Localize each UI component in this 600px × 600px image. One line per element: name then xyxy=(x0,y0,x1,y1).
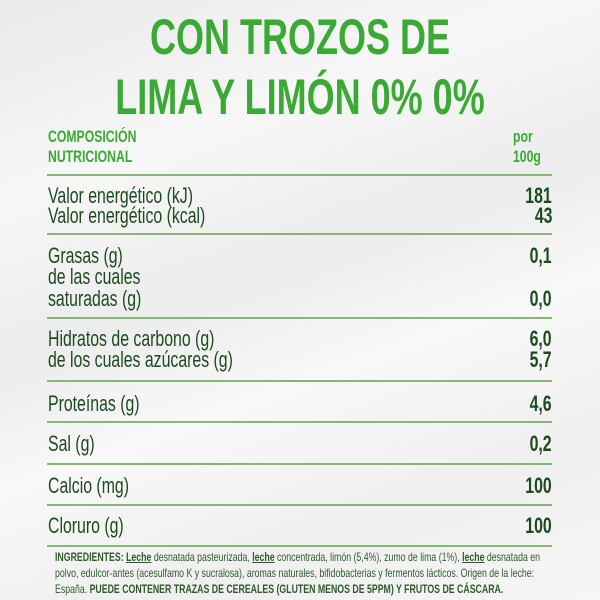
row-label-energy-kj: Valor energético (kJ) xyxy=(48,183,193,208)
row-label-fat: Grasas (g) xyxy=(48,243,123,268)
row-value-fat: 0,1 xyxy=(529,243,552,268)
row-label-calcium: Calcio (mg) xyxy=(48,473,129,498)
row-value-saturated: 0,0 xyxy=(529,286,552,311)
allergen-warning: PUEDE CONTENER TRAZAS DE CEREALES (GLUTE… xyxy=(89,582,504,596)
row-label-sugars: de los cuales azúcares (g) xyxy=(48,347,233,372)
row-label-chloride: Cloruro (g) xyxy=(48,513,124,538)
row-value-calcium: 100 xyxy=(525,473,552,498)
row-value-protein: 4,6 xyxy=(529,391,552,416)
divider xyxy=(47,233,552,235)
divider xyxy=(47,545,552,547)
divider xyxy=(47,174,552,176)
row-value-chloride: 100 xyxy=(525,513,552,538)
table-header-composition: COMPOSICIÓN NUTRICIONAL xyxy=(48,127,136,167)
ingredients-part: desnatada pasteurizada, xyxy=(151,550,253,564)
row-value-energy-kcal: 43 xyxy=(534,203,552,228)
divider xyxy=(47,421,552,423)
header-100g: 100g xyxy=(513,147,541,166)
row-label-protein: Proteínas (g) xyxy=(48,391,140,416)
row-label-of-which: de las cuales xyxy=(48,264,141,289)
header-nutricional: NUTRICIONAL xyxy=(48,147,133,166)
title-line-1: CON TROZOS DE xyxy=(149,9,451,65)
header-por: por xyxy=(513,127,533,146)
row-label-energy-kcal: Valor energético (kcal) xyxy=(48,203,206,228)
row-value-carbs: 6,0 xyxy=(529,326,552,351)
divider xyxy=(47,504,552,506)
ingredients-heading: INGREDIENTES: xyxy=(55,550,124,564)
allergen-leche: leche xyxy=(252,550,275,564)
row-label-salt: Sal (g) xyxy=(48,431,95,456)
ingredients-part: desnatada en polvo, edulcor-antes (acesu… xyxy=(55,550,541,596)
row-value-sugars: 5,7 xyxy=(529,347,552,372)
allergen-leche: leche xyxy=(462,550,485,564)
row-value-energy-kj: 181 xyxy=(525,183,552,208)
header-composicion: COMPOSICIÓN xyxy=(48,127,137,146)
row-label-carbs: Hidratos de carbono (g) xyxy=(48,326,215,351)
divider xyxy=(47,463,552,465)
row-label-saturated: saturadas (g) xyxy=(48,286,142,311)
row-value-salt: 0,2 xyxy=(529,431,552,456)
ingredients-part: concentrada, limón (5,4%), zumo de lima … xyxy=(274,550,463,564)
ingredients-text: INGREDIENTES: Leche desnatada pasteuriza… xyxy=(55,549,548,597)
allergen-leche: Leche xyxy=(126,550,152,564)
divider xyxy=(47,380,552,382)
table-header-per-100g: por 100g xyxy=(513,127,541,167)
divider xyxy=(47,317,552,319)
title-line-2: LIMA Y LIMÓN 0% 0% xyxy=(115,69,485,125)
